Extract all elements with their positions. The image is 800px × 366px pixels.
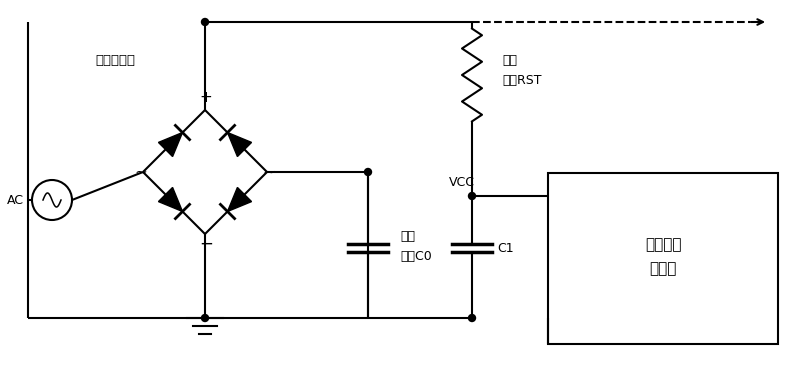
Text: 控制器: 控制器 xyxy=(650,261,677,276)
Polygon shape xyxy=(158,132,182,157)
Text: +: + xyxy=(200,90,212,105)
Text: AC: AC xyxy=(7,194,24,206)
Polygon shape xyxy=(227,132,251,157)
Polygon shape xyxy=(227,187,251,212)
Text: VCC: VCC xyxy=(449,176,475,188)
Text: 桥式整流器: 桥式整流器 xyxy=(95,53,135,67)
Text: 启动: 启动 xyxy=(502,55,517,67)
Circle shape xyxy=(202,19,209,26)
Text: 电阻RST: 电阻RST xyxy=(502,75,542,87)
Circle shape xyxy=(469,314,475,321)
Polygon shape xyxy=(158,187,182,212)
Text: C1: C1 xyxy=(497,242,514,254)
Text: ~: ~ xyxy=(134,164,147,179)
Circle shape xyxy=(365,168,371,176)
Circle shape xyxy=(469,193,475,199)
Circle shape xyxy=(202,314,209,321)
Text: 电容C0: 电容C0 xyxy=(400,250,432,262)
Text: 滤波: 滤波 xyxy=(400,229,415,243)
Bar xyxy=(548,173,778,344)
Text: ~: ~ xyxy=(262,164,275,179)
Text: 开关电源: 开关电源 xyxy=(645,237,682,252)
Text: −: − xyxy=(199,235,213,253)
